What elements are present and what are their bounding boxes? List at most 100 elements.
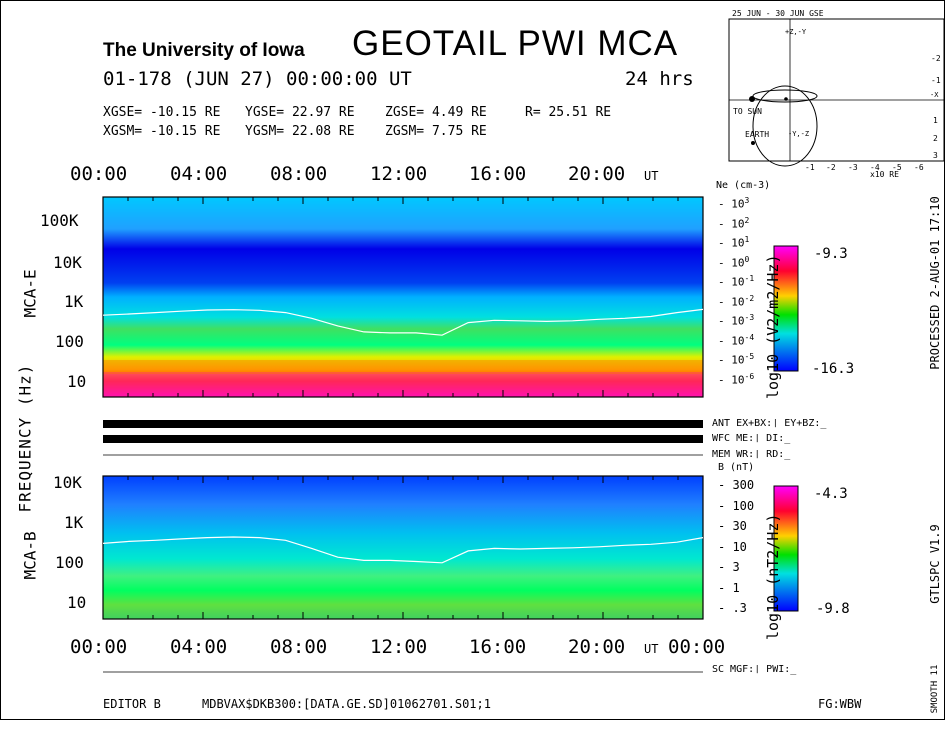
orbit-axis-label-3: -Y,-Z <box>788 130 810 138</box>
orbit-earth-label: EARTH <box>745 130 770 139</box>
mca-e-colorbar <box>773 245 799 372</box>
mca-b-freq-tick: 1K <box>64 513 84 532</box>
mca-b-colorbar-max: -4.3 <box>814 486 848 502</box>
gse-y: YGSE= 22.97 RE <box>245 105 355 120</box>
orbit-ytick: -1 <box>931 76 941 85</box>
wfc-bar <box>103 435 703 443</box>
date-line: 01-178 (JUN 27) 00:00:00 UT <box>103 68 412 90</box>
page-title: GEOTAIL PWI MCA <box>352 24 679 63</box>
ne-tick-label: - 10-5 <box>718 352 755 367</box>
mca-e-label: MCA-E <box>20 269 40 318</box>
orbit-xtick: -5 <box>892 163 902 172</box>
smooth-label: SMOOTH 11 <box>930 664 940 714</box>
ne-tick-label: - 102 <box>718 215 750 231</box>
gse-x: XGSE= -10.15 RE <box>103 105 221 120</box>
mca-b-spectrogram <box>103 476 703 619</box>
orbit-ytick: 3 <box>933 151 938 160</box>
orbit-axis-label-2: -X <box>930 91 939 99</box>
ne-tick-label: - 10-6 <box>718 371 755 387</box>
gsm-x: XGSM= -10.15 RE <box>103 124 221 139</box>
status-ant: ANT EX+BX:❘ EY+BZ:_ <box>712 418 827 429</box>
mca-e-freq-tick: 100K <box>40 211 79 230</box>
mca-e-freq-tick: 10K <box>53 253 82 272</box>
mca-e-colorbar-label: log10 (V2/m2/Hz) <box>764 254 782 400</box>
mca-e-colorbar-max: -9.3 <box>814 246 848 262</box>
status-wfc: WFC ME:❘ DI:_ <box>712 433 791 444</box>
version-label: GTLSPC V1.9 <box>928 524 942 604</box>
mca-b-colorbar-label: log10 (nT2/Hz) <box>764 513 782 640</box>
b-tick-label: - 10 <box>718 539 747 554</box>
mca-b-freq-tick: 100 <box>55 553 84 572</box>
time-tick-label: 08:00 <box>270 163 328 185</box>
ne-tick-label: - 103 <box>718 196 750 211</box>
status-mem: MEM WR:❘ RD:_ <box>712 449 791 460</box>
mca-e-freq-tick: 1K <box>64 292 84 311</box>
ne-tick-label: - 10-4 <box>718 332 755 348</box>
processed-label: PROCESSED 2-AUG-01 17:10 <box>928 196 942 370</box>
time-tick-label: 00:00 <box>70 163 128 185</box>
time-tick-label: 12:00 <box>370 163 428 185</box>
status-sc: SC MGF:❘ PWI:_ <box>712 664 797 675</box>
time-tick-label: 20:00 <box>568 163 626 185</box>
ne-tick-label: - 10-3 <box>718 313 755 328</box>
time-tick-label: 00:00 <box>70 636 128 658</box>
mca-e-freq-tick: 10 <box>67 372 87 391</box>
time-tick-label: 20:00 <box>568 636 626 658</box>
b-tick-label: - 300 <box>718 478 755 492</box>
time-tick-label: 16:00 <box>469 163 527 185</box>
orbit-ytick: -2 <box>931 54 941 63</box>
mca-e-density-line <box>102 308 704 336</box>
gsm-y: YGSM= 22.08 RE <box>245 124 355 139</box>
mca-e-freq-tick: 100 <box>55 332 84 351</box>
footer-editor: EDITOR B <box>103 697 161 711</box>
mca-b-field-line <box>102 536 704 564</box>
time-end-label: 00:00 <box>668 636 726 658</box>
ant-bar <box>103 420 703 428</box>
orbit-ytick: 2 <box>933 134 938 143</box>
ne-tick-label: - 10-2 <box>718 293 755 309</box>
orbit-sun-label: TO SUN <box>733 107 762 116</box>
orbit-xtick: -3 <box>848 163 858 172</box>
b-tick-label: - 100 <box>718 498 755 513</box>
time-tick-label: 04:00 <box>170 163 228 185</box>
orbit-xtick: -4 <box>870 163 880 172</box>
footer-fg: FG:WBW <box>818 697 862 711</box>
ne-tick-label: - 10-1 <box>718 274 755 289</box>
gse-z: ZGSE= 4.49 RE <box>385 105 487 120</box>
orbit-xtick: -6 <box>914 163 924 172</box>
mca-b-colorbar-min: -9.8 <box>816 601 850 617</box>
ne-tick-label: - 101 <box>718 235 750 250</box>
b-title: B (nT) <box>718 462 755 473</box>
b-tick-label: - 30 <box>718 519 747 533</box>
duration: 24 hrs <box>625 68 694 90</box>
orbit-title: 25 JUN - 30 JUN GSE <box>732 9 824 18</box>
b-tick-label: - 3 <box>718 560 740 574</box>
time-tick-label: 04:00 <box>170 636 228 658</box>
mca-b-label: MCA-B <box>20 531 40 580</box>
gsm-z: ZGSM= 7.75 RE <box>385 124 487 139</box>
mca-e-colorbar-min: -16.3 <box>812 361 855 377</box>
time-unit: UT <box>644 642 659 656</box>
mca-b-freq-tick: 10 <box>67 593 87 612</box>
orbit-axis-label-1: +Z,-Y <box>785 28 807 36</box>
orbit-xtick: -2 <box>826 163 836 172</box>
ne-tick-label: - 100 <box>718 254 750 270</box>
footer-path: MDBVAX$DKB300:[DATA.GE.SD]01062701.S01;1 <box>202 697 491 711</box>
b-tick-label: - .3 <box>718 601 747 615</box>
orbit-ytick: 1 <box>933 116 938 125</box>
time-unit: UT <box>644 169 659 183</box>
time-tick-label: 12:00 <box>370 636 428 658</box>
orbit-xtick: -1 <box>805 163 815 172</box>
b-tick-label: - 1 <box>718 580 740 595</box>
frequency-ylabel: FREQUENCY (Hz) <box>15 363 35 513</box>
orbit-xunit: x10 RE <box>870 170 899 179</box>
mca-b-colorbar <box>773 485 799 612</box>
time-tick-label: 08:00 <box>270 636 328 658</box>
mca-b-freq-tick: 10K <box>53 473 82 492</box>
time-tick-label: 16:00 <box>469 636 527 658</box>
ne-title: Ne (cm-3) <box>716 180 771 191</box>
institution: The University of Iowa <box>103 40 305 61</box>
mca-e-spectrogram <box>103 197 703 397</box>
gse-r: R= 25.51 RE <box>525 105 612 120</box>
